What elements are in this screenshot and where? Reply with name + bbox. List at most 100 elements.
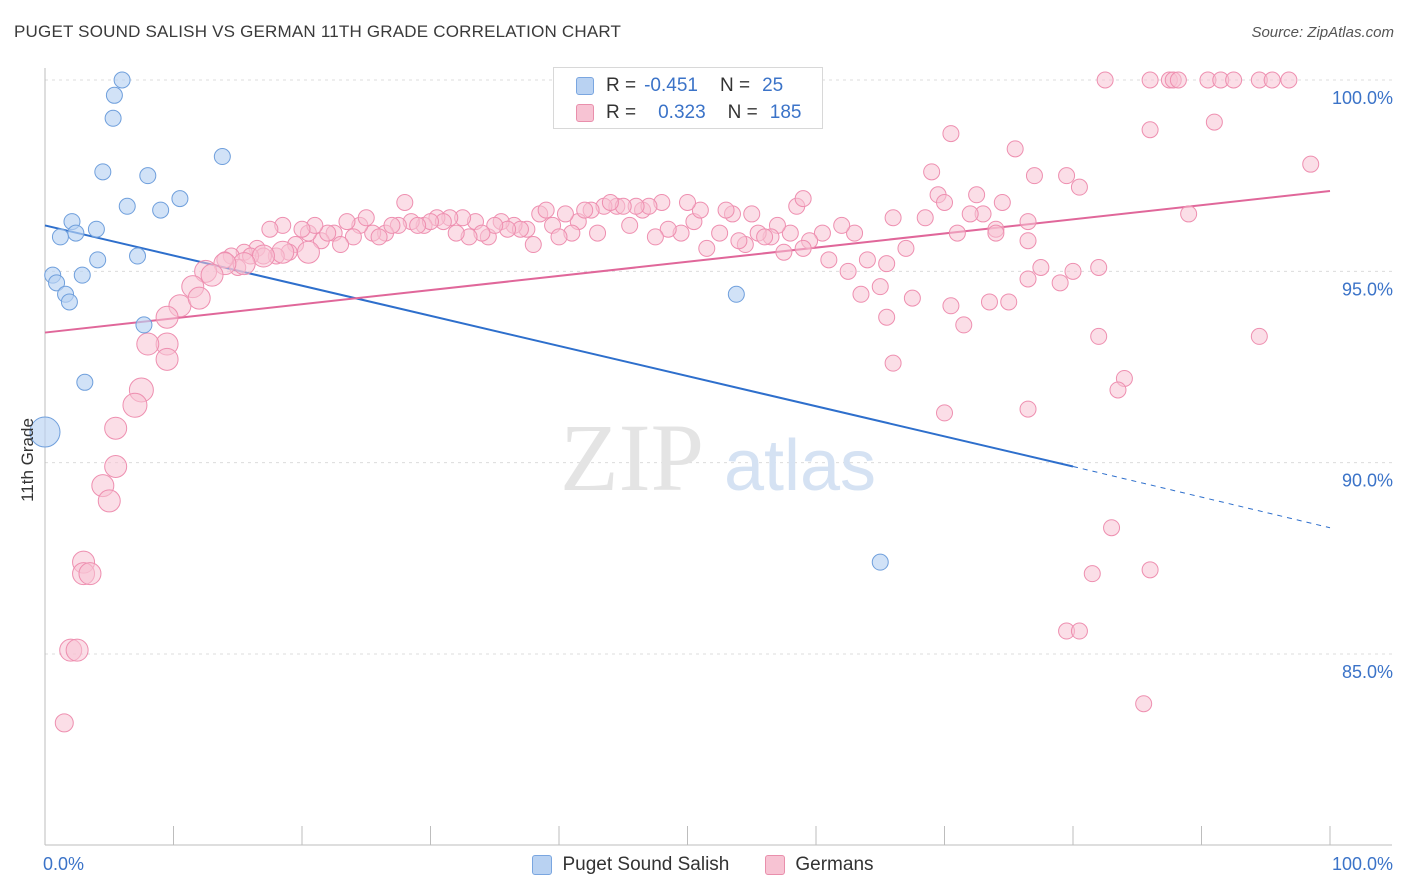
salish-point <box>113 71 131 89</box>
salish-point <box>213 148 231 166</box>
salish-point <box>135 316 153 334</box>
correlation-legend: R = -0.451 N = 25 R = 0.323 N = 185 <box>553 67 823 129</box>
germans-point <box>1025 167 1043 185</box>
legend-r-label: R = <box>606 75 637 96</box>
germans-point <box>955 316 973 334</box>
germans-point <box>357 209 375 227</box>
legend-label-germans: Germans <box>795 854 874 875</box>
series-legend: Puget Sound Salish Germans <box>0 852 1406 878</box>
germans-point <box>232 252 256 276</box>
watermark-atlas: atlas <box>724 426 876 506</box>
germans-point <box>936 193 953 211</box>
legend-item-germans[interactable]: Germans <box>765 854 874 876</box>
germans-point <box>1019 232 1037 250</box>
germans-point <box>383 216 401 234</box>
germans-point <box>1051 274 1069 292</box>
germans-point <box>1180 205 1198 223</box>
germans-point <box>775 243 793 261</box>
germans-point <box>980 293 998 311</box>
germans-point <box>1090 327 1108 345</box>
salish-point <box>48 274 66 292</box>
germans-point <box>409 216 427 234</box>
germans-point <box>846 224 864 242</box>
salish-trend-line <box>44 224 1074 468</box>
germans-point <box>556 205 574 223</box>
legend-r-label: R = <box>606 102 637 123</box>
germans-point <box>1019 213 1037 231</box>
germans-point <box>659 220 677 238</box>
salish-point <box>51 228 69 246</box>
germans-point <box>884 209 902 227</box>
germans-point <box>871 278 889 296</box>
germans-point <box>942 297 960 315</box>
germans-point <box>948 224 966 242</box>
legend-swatch-salish <box>576 77 594 95</box>
germans-point <box>698 239 716 257</box>
legend-swatch-germans <box>576 104 594 122</box>
germans-point <box>730 232 748 250</box>
salish-point <box>29 416 61 448</box>
legend-row-germans: R = 0.323 N = 185 <box>576 101 801 125</box>
germans-point <box>1070 178 1088 196</box>
germans-point <box>916 209 934 227</box>
legend-r-value: -0.451 <box>644 75 698 96</box>
x-tick-label: 100.0% <box>1332 854 1393 874</box>
germans-point <box>1070 622 1088 640</box>
germans-point <box>968 186 986 204</box>
germans-point <box>200 263 224 287</box>
germans-point <box>486 216 504 234</box>
germans-point <box>601 193 619 211</box>
germans-point <box>537 201 555 219</box>
germans-point <box>1280 71 1298 89</box>
salish-trend-extension <box>1072 466 1331 529</box>
y-tick-label: 90.0% <box>1342 471 1393 491</box>
germans-point <box>833 216 851 234</box>
germans-point <box>820 251 838 269</box>
x-tick-label: 0.0% <box>43 854 84 874</box>
germans-point <box>271 240 295 264</box>
germans-point <box>261 220 279 238</box>
germans-point <box>711 224 729 242</box>
germans-point <box>1141 71 1159 89</box>
salish-point <box>171 190 189 208</box>
germans-point <box>589 224 607 242</box>
germans-point <box>1103 519 1121 537</box>
germans-point <box>1019 400 1037 418</box>
salish-point <box>727 285 745 303</box>
germans-point <box>1090 259 1108 277</box>
salish-point <box>87 220 105 238</box>
germans-point <box>717 201 735 219</box>
salish-point <box>60 293 78 311</box>
germans-point <box>65 638 89 662</box>
germans-point <box>794 190 812 208</box>
germans-point <box>296 240 320 264</box>
legend-n-label: N = <box>719 75 751 96</box>
salish-point <box>89 251 107 269</box>
germans-point <box>646 228 664 246</box>
germans-point <box>679 193 696 211</box>
legend-item-salish[interactable]: Puget Sound Salish <box>532 854 729 876</box>
germans-point <box>987 224 1005 242</box>
germans-point <box>858 251 876 269</box>
germans-point <box>136 332 160 356</box>
salish-point <box>73 266 91 284</box>
germans-point <box>447 224 465 242</box>
germans-point <box>1141 561 1159 579</box>
germans-point <box>942 125 960 143</box>
germans-point <box>1205 113 1223 131</box>
germans-point <box>370 228 388 246</box>
salish-point <box>76 373 94 391</box>
salish-point <box>139 167 157 185</box>
germans-point <box>794 239 812 257</box>
legend-n-label: N = <box>727 102 758 123</box>
germans-point <box>524 236 542 254</box>
germans-point <box>576 201 594 219</box>
germans-point <box>1141 121 1159 139</box>
germans-point <box>1109 381 1127 399</box>
germans-point <box>550 228 568 246</box>
germans-point <box>743 205 761 223</box>
y-tick-label: 95.0% <box>1342 279 1393 299</box>
germans-point <box>813 224 831 242</box>
data-points <box>29 71 1320 733</box>
